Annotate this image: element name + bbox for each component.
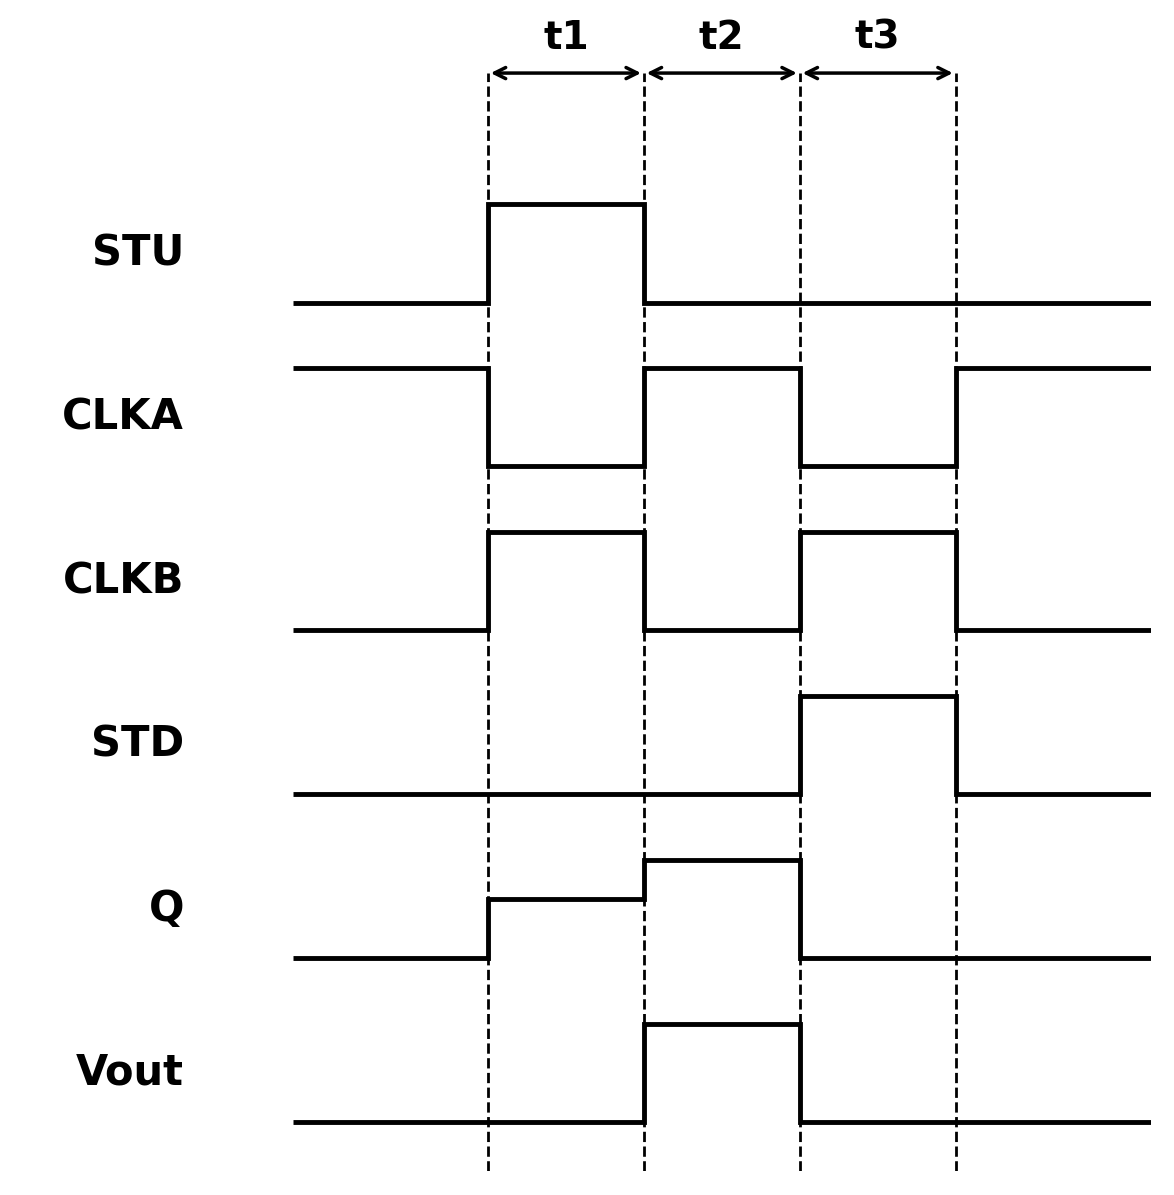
Text: t1: t1 xyxy=(544,19,588,56)
Text: t3: t3 xyxy=(855,19,900,56)
Text: STU: STU xyxy=(92,232,184,275)
Text: t2: t2 xyxy=(699,19,744,56)
Text: STD: STD xyxy=(90,724,184,766)
Text: Vout: Vout xyxy=(76,1052,184,1093)
Text: Q: Q xyxy=(148,888,184,930)
Text: CLKA: CLKA xyxy=(62,397,184,439)
Text: CLKB: CLKB xyxy=(62,560,184,602)
